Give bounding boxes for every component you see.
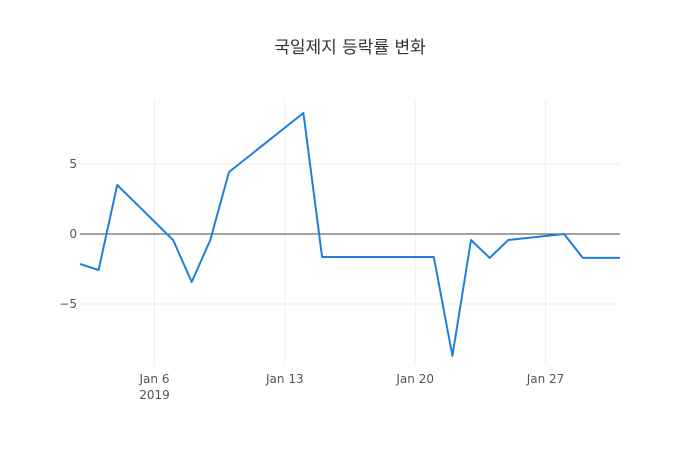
y-tick-label: 5 xyxy=(69,157,77,171)
data-series xyxy=(79,112,620,357)
y-axis: 5 0 −5 xyxy=(59,157,77,311)
y-tick-label: 0 xyxy=(69,227,77,241)
chart-title: 국일제지 등락률 변화 xyxy=(274,38,426,58)
grid-lines xyxy=(80,100,620,365)
x-tick-label: Jan 6 xyxy=(139,372,170,386)
x-tick-label: Jan 20 xyxy=(395,372,434,386)
x-tick-label: Jan 27 xyxy=(526,372,565,386)
x-tick-label: Jan 13 xyxy=(265,372,304,386)
x-axis: Jan 6 2019 Jan 13 Jan 20 Jan 27 xyxy=(139,372,565,402)
x-tick-year: 2019 xyxy=(139,388,170,402)
series-line xyxy=(79,112,620,357)
y-tick-label: −5 xyxy=(59,297,77,311)
